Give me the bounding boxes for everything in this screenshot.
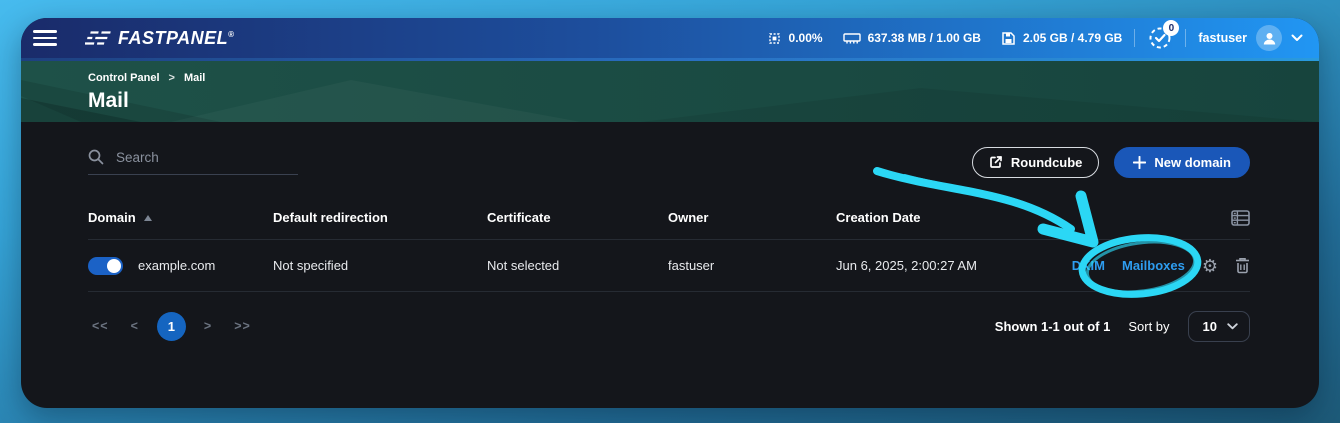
pagination-next-button[interactable]: > <box>203 319 213 333</box>
fastpanel-logo-icon <box>85 31 111 45</box>
logo-text: FASTPANEL® <box>118 27 235 48</box>
column-settings-button[interactable] <box>1231 209 1250 226</box>
creation-date-value: Jun 6, 2025, 2:00:27 AM <box>836 258 977 273</box>
ram-value: 637.38 MB / 1.00 GB <box>867 31 981 45</box>
top-bar: FASTPANEL® 0.00% 637.38 MB / 1.00 G <box>21 18 1319 58</box>
topbar-divider <box>1134 29 1136 47</box>
columns-icon <box>1231 209 1250 226</box>
roundcube-label: Roundcube <box>1010 154 1083 170</box>
plus-icon <box>1133 155 1147 169</box>
header-accent-line <box>21 58 1319 61</box>
hamburger-menu-icon[interactable] <box>33 30 57 46</box>
external-link-icon <box>990 156 1002 168</box>
notifications-badge: 0 <box>1163 20 1180 36</box>
table-row: example.com Not specified Not selected f… <box>88 240 1250 292</box>
chevron-down-icon <box>1291 34 1303 41</box>
user-menu[interactable]: fastuser <box>1198 25 1303 51</box>
owner-value: fastuser <box>668 258 715 273</box>
sort-ascending-icon <box>143 214 152 221</box>
default-redirection-value: Not specified <box>273 258 349 273</box>
per-page-value: 10 <box>1202 318 1217 334</box>
ram-stat: 637.38 MB / 1.00 GB <box>842 31 981 45</box>
chevron-down-icon <box>1227 322 1238 329</box>
resource-stats: 0.00% 637.38 MB / 1.00 GB 2.05 G <box>755 31 1122 46</box>
sort-by-label: Sort by <box>1128 318 1170 334</box>
dkim-link[interactable]: DKIM <box>1071 258 1105 273</box>
new-domain-button[interactable]: New domain <box>1114 146 1250 178</box>
column-label: Domain <box>88 210 136 225</box>
username-label: fastuser <box>1198 31 1247 45</box>
breadcrumb-control-panel[interactable]: Control Panel <box>88 72 160 84</box>
fastpanel-logo[interactable]: FASTPANEL® <box>85 28 235 49</box>
certificate-value: Not selected <box>487 258 560 273</box>
domains-table: Domain Default redirection Certificate O… <box>88 196 1250 292</box>
per-page-select[interactable]: 10 <box>1187 310 1250 342</box>
search-icon <box>88 149 104 165</box>
ram-icon <box>842 33 861 44</box>
shown-count-label: Shown 1-1 out of 1 <box>994 318 1111 334</box>
toolbar: Roundcube New domain <box>88 144 1250 180</box>
settings-gear-icon[interactable]: ⚙ <box>1201 255 1218 276</box>
column-header-domain[interactable]: Domain <box>88 210 273 225</box>
user-icon <box>1263 32 1275 44</box>
page-header: Control Panel > Mail Mail <box>21 58 1319 122</box>
column-header-certificate: Certificate <box>487 210 551 225</box>
breadcrumb-mail[interactable]: Mail <box>183 72 206 84</box>
delete-button[interactable] <box>1235 257 1250 274</box>
pagination-prev-button[interactable]: < <box>130 319 139 333</box>
roundcube-button[interactable]: Roundcube <box>971 146 1100 178</box>
column-header-owner: Owner <box>668 210 709 225</box>
avatar <box>1256 25 1282 51</box>
column-header-default-redirection: Default redirection <box>273 210 388 225</box>
disk-icon <box>1002 31 1015 45</box>
notifications-button[interactable]: 0 <box>1147 20 1180 51</box>
new-domain-label: New domain <box>1154 154 1231 170</box>
trash-icon <box>1236 258 1249 274</box>
pagination-last-button[interactable]: >> <box>234 319 251 333</box>
registered-mark: ® <box>228 29 235 39</box>
topbar-divider <box>1185 29 1187 47</box>
cpu-value: 0.00% <box>788 31 823 45</box>
mailboxes-link[interactable]: Mailboxes <box>1122 258 1185 273</box>
cpu-stat: 0.00% <box>767 31 823 46</box>
domain-enabled-toggle[interactable] <box>88 256 123 275</box>
main-content: Roundcube New domain Domain Default redi… <box>21 122 1319 346</box>
breadcrumb-separator: > <box>168 72 175 84</box>
notifications-icon <box>1149 27 1171 49</box>
page-title: Mail <box>88 89 129 112</box>
table-header-row: Domain Default redirection Certificate O… <box>88 196 1250 240</box>
search-input[interactable] <box>116 149 276 165</box>
cpu-icon <box>768 32 780 44</box>
pagination-first-button[interactable]: << <box>92 319 109 333</box>
pagination-page-1[interactable]: 1 <box>156 311 186 341</box>
domain-name[interactable]: example.com <box>138 258 216 273</box>
pagination: << < 1 > >> Shown 1-1 out of 1 Sort by 1… <box>88 306 1250 346</box>
disk-value: 2.05 GB / 4.79 GB <box>1022 31 1123 45</box>
search-box <box>88 149 298 175</box>
column-header-creation-date: Creation Date <box>836 210 921 225</box>
disk-stat: 2.05 GB / 4.79 GB <box>1001 31 1122 46</box>
breadcrumb: Control Panel > Mail <box>88 72 1319 84</box>
app-window: FASTPANEL® 0.00% 637.38 MB / 1.00 G <box>21 18 1319 408</box>
